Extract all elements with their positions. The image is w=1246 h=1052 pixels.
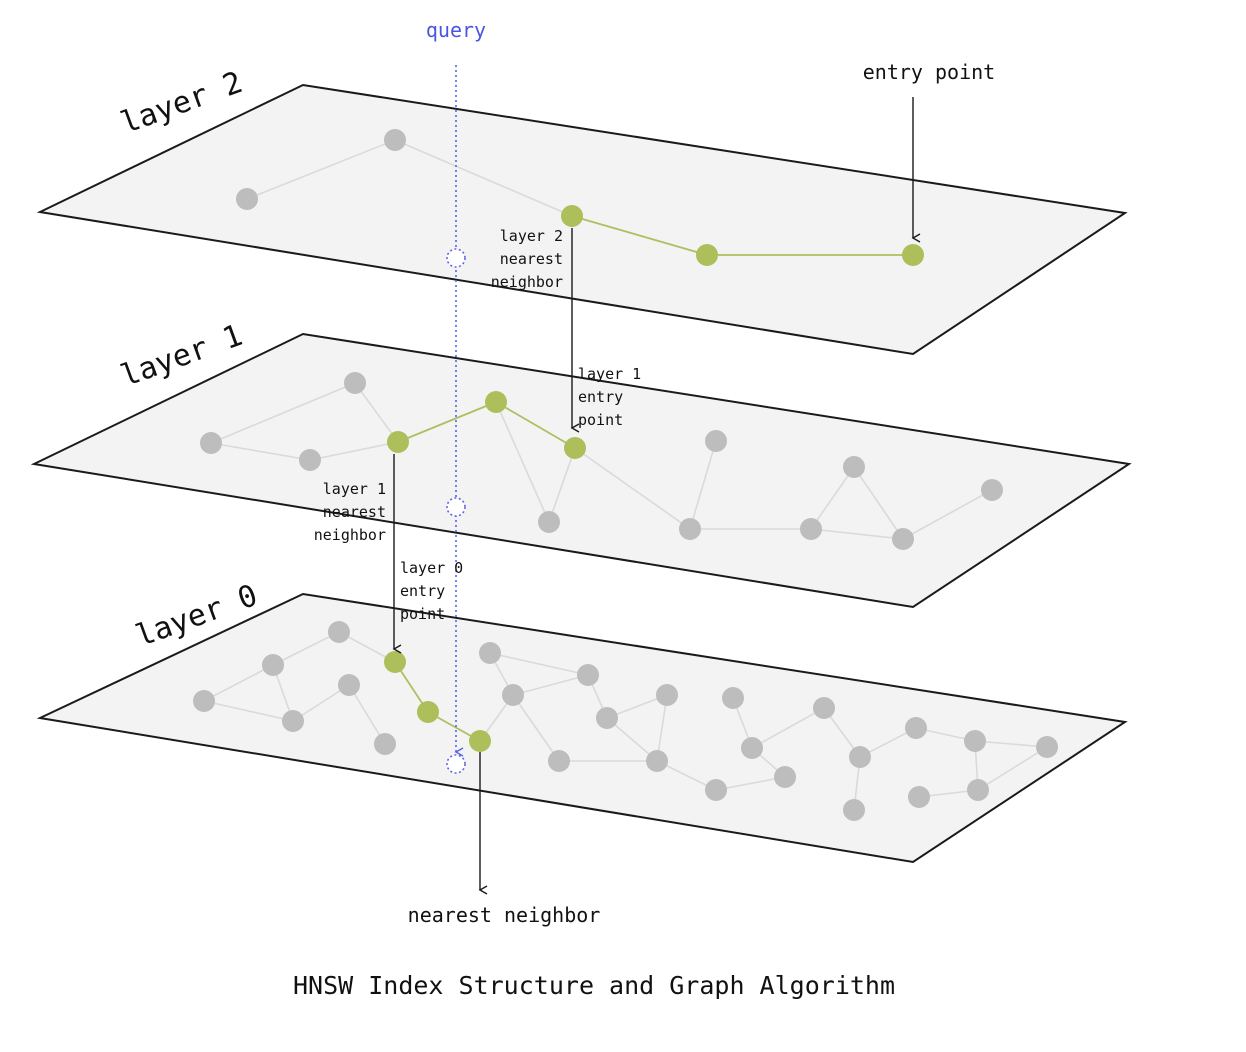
layer-0-node (646, 750, 668, 772)
layer-0-node (1036, 736, 1058, 758)
layer-0-node (705, 779, 727, 801)
query-point-layer-1 (446, 497, 466, 517)
nearest-neighbor-label: nearest neighbor (408, 903, 601, 927)
layer-1-node (843, 456, 865, 478)
layer-0-node (813, 697, 835, 719)
annotation-line: layer 0 (400, 559, 463, 577)
layer-1-path-node (485, 391, 507, 413)
layer-0-node (905, 717, 927, 739)
layer-0-node (741, 737, 763, 759)
layer-1-node (538, 511, 560, 533)
layer-1-node (705, 430, 727, 452)
layer-0-entry-annotation: layer 0 entry point (400, 559, 463, 623)
query-point-layer-0 (446, 754, 466, 774)
layer-1-path-node (564, 437, 586, 459)
diagram-caption: HNSW Index Structure and Graph Algorithm (293, 971, 895, 1000)
query-point-layer-2 (446, 248, 466, 268)
query-label: query (426, 18, 486, 42)
layer-1-group: layer 1 (30, 318, 1132, 609)
layer-1-node (679, 518, 701, 540)
layer-0-node (722, 687, 744, 709)
layer-1-node (981, 479, 1003, 501)
annotation-line: point (578, 411, 623, 429)
layer-0-path-node (417, 701, 439, 723)
layer-0-node (262, 654, 284, 676)
annotation-line: layer 2 (500, 227, 563, 245)
layer-0-plane (36, 592, 1128, 864)
annotation-line: layer 1 (578, 365, 641, 383)
layer-0-nearest-node (469, 730, 491, 752)
layer-0-node (548, 750, 570, 772)
layer-0-path-node (384, 651, 406, 673)
layer-0-node (338, 674, 360, 696)
layer-0-node (849, 746, 871, 768)
layer-0-node (193, 690, 215, 712)
layer-0-node (774, 766, 796, 788)
layer-2-path-node (561, 205, 583, 227)
layer-1-node (344, 372, 366, 394)
layer-1-node (200, 432, 222, 454)
annotation-line: entry (578, 388, 623, 406)
layer-2-path-node (696, 244, 718, 266)
layer-1-nearest-annotation: layer 1 nearest neighbor (314, 480, 386, 544)
layer-0-node (964, 730, 986, 752)
layer-1-node (299, 449, 321, 471)
layer-2-group: layer 2 (36, 65, 1128, 356)
layer-2-entry-node (902, 244, 924, 266)
layer-0-node (282, 710, 304, 732)
layer-2-node (236, 188, 258, 210)
annotation-line: nearest (323, 503, 386, 521)
layer-1-path-node (387, 431, 409, 453)
layer-0-node (908, 786, 930, 808)
annotation-line: neighbor (491, 273, 563, 291)
layer-0-node (502, 684, 524, 706)
layer-0-node (328, 621, 350, 643)
annotation-line: entry (400, 582, 445, 600)
layer-0-node (577, 664, 599, 686)
annotation-line: point (400, 605, 445, 623)
layer-0-node (656, 684, 678, 706)
annotation-line: layer 1 (323, 480, 386, 498)
layer-0-node (596, 707, 618, 729)
layer-0-node (374, 733, 396, 755)
annotation-line: neighbor (314, 526, 386, 544)
layer-0-node (843, 799, 865, 821)
layer-1-node (892, 528, 914, 550)
layer-2-nearest-annotation: layer 2 nearest neighbor (491, 227, 563, 291)
layer-0-group: layer 0 (36, 578, 1128, 864)
layer-2-node (384, 129, 406, 151)
layer-0-node (479, 642, 501, 664)
layer-1-entry-annotation: layer 1 entry point (578, 365, 641, 429)
layer-1-node (800, 518, 822, 540)
layer-0-node (967, 779, 989, 801)
query-group: query (426, 18, 486, 774)
annotation-line: nearest (500, 250, 563, 268)
entry-point-label: entry point (863, 60, 995, 84)
